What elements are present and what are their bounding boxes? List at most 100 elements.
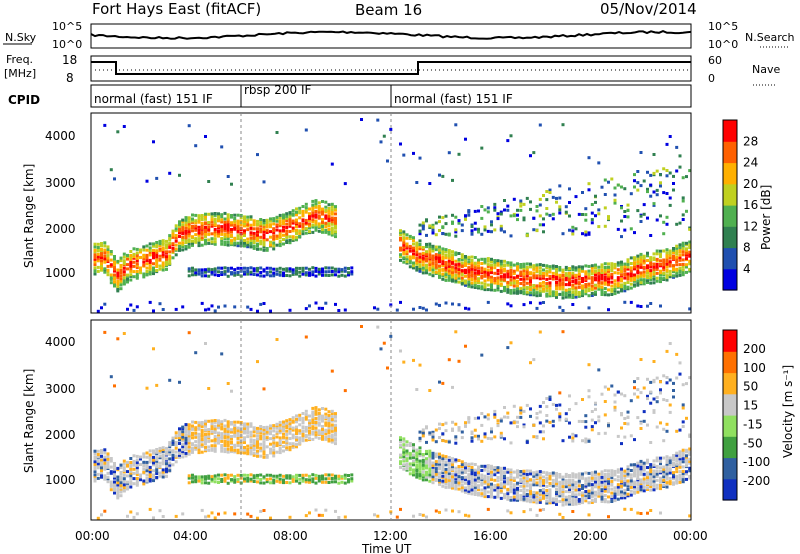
power-cell [418,223,422,227]
power-cell [574,286,578,290]
velocity-cell [568,490,571,494]
velocity-cell [129,469,133,473]
power-cell [477,277,480,281]
power-cell [590,264,594,268]
power-cell [324,270,328,274]
velocity-cell [152,347,155,351]
velocity-cell [431,456,435,460]
power-cell [529,276,532,280]
velocity-cell [678,473,682,477]
velocity-cell [532,471,536,475]
velocity-cell [571,497,575,501]
power-cell [493,206,497,210]
velocity-cell [529,407,532,411]
power-cell [142,260,146,264]
power-cell [512,269,516,273]
velocity-cell [106,471,110,475]
power-cell [623,228,627,232]
velocity-cell [538,470,542,474]
xaxis-label: Time UT [361,542,412,554]
velocity-cell [633,465,636,469]
power-cell [168,245,172,249]
power-cell [525,262,529,266]
power-cell [681,265,685,269]
velocity-cell [470,488,474,492]
velocity-cell [239,473,243,477]
velocity-cell [545,414,549,417]
velocity-cell [568,485,571,489]
velocity-cell [451,509,454,513]
velocity-cell [616,483,620,487]
power-cell [672,248,675,252]
velocity-cell [594,480,597,484]
power-cell [275,243,279,247]
power-cell [106,264,110,268]
velocity-cell [561,500,565,504]
velocity-cell [418,439,422,443]
velocity-cell [168,448,172,452]
velocity-cell [688,460,692,463]
velocity-cell [457,481,461,485]
power-cell [282,274,285,278]
velocity-cell [571,480,575,484]
velocity-cell [620,442,623,446]
power-cell [522,275,526,279]
velocity-cell [135,469,139,473]
power-cell [259,239,263,243]
power-cell [246,243,250,247]
velocity-cell [467,477,471,481]
power-cell [434,248,438,252]
velocity-cell [613,405,617,409]
velocity-cell [594,470,597,474]
velocity-cell [278,423,282,427]
velocity-cell [116,487,120,490]
velocity-cell [379,347,383,351]
power-cell [187,222,191,226]
velocity-cell [685,470,688,474]
velocity-cell [616,489,620,493]
velocity-cell [516,496,519,500]
power-cell [282,228,285,232]
power-cell [295,213,298,217]
power-cell [113,257,116,261]
power-cell [249,240,253,244]
power-cell [191,243,194,247]
velocity-cell [561,516,565,519]
power-cell [265,247,269,250]
velocity-cell [613,400,617,404]
velocity-cell [662,427,666,431]
power-cell [317,270,321,274]
power-cell [483,228,487,232]
power-cell [434,302,438,306]
velocity-cell [675,376,679,380]
power-cell [454,215,458,219]
velocity-cell [194,444,198,448]
velocity-cell [568,394,571,398]
velocity-cell [561,494,565,498]
power-cell [444,266,448,270]
velocity-cell [135,482,139,485]
power-cell [480,269,484,273]
velocity-cell [184,433,188,437]
power-cell [197,237,201,241]
velocity-cell [249,452,253,456]
power-cell [519,199,523,203]
power-cell [431,268,435,272]
power-cell [649,281,653,285]
velocity-cell [145,463,149,467]
velocity-cell [113,470,116,474]
velocity-cell [311,477,315,481]
power-cell [236,241,240,245]
power-cell [100,266,103,270]
power-cell [626,281,630,284]
power-cell [301,205,305,208]
freq-tick-top: 18 [62,53,77,67]
power-cell [113,255,116,258]
velocity-cell [649,472,653,476]
velocity-cell [236,431,240,435]
velocity-cell [662,472,666,476]
power-cell [132,308,136,312]
power-cell [262,180,266,184]
velocity-cell [672,455,675,459]
power-cell [256,222,259,226]
